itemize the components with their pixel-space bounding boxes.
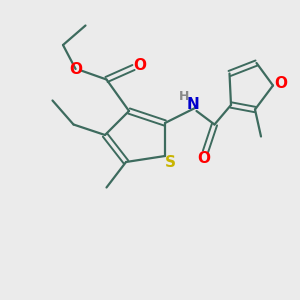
Text: H: H	[178, 90, 189, 103]
Text: O: O	[274, 76, 287, 92]
Text: O: O	[69, 61, 82, 76]
Text: S: S	[165, 155, 176, 170]
Text: N: N	[187, 97, 200, 112]
Text: O: O	[134, 58, 147, 74]
Text: O: O	[197, 151, 211, 166]
